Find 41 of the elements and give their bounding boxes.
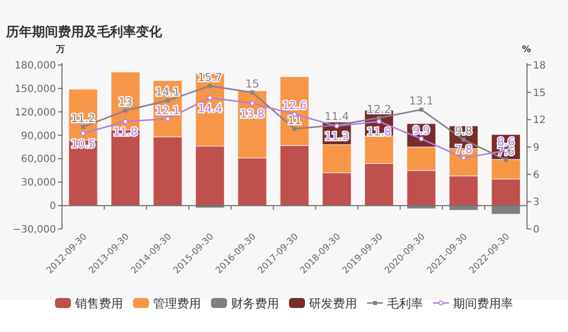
- data-label: 15: [245, 77, 260, 90]
- y2-tick-label: 15: [533, 88, 546, 99]
- y-tick-label: 150,000: [14, 84, 56, 95]
- y-tick-label: 60,000: [21, 154, 56, 166]
- legend-label: 毛利率: [387, 296, 423, 310]
- legend-label: 研发费用: [309, 296, 357, 310]
- y2-tick-label: 0: [533, 224, 540, 236]
- y-tick-label: 180,000: [14, 60, 56, 72]
- y-axis-title: 万: [55, 45, 65, 55]
- y2-tick-label: 12: [533, 115, 546, 126]
- data-label: 13.1: [409, 94, 434, 108]
- data-label: 11.8: [366, 125, 392, 138]
- chart-title: 历年期间费用及毛利率变化: [5, 24, 163, 40]
- y-tick-label: −30,000: [12, 224, 56, 236]
- y-tick-label: 0: [50, 201, 56, 212]
- y2-tick-label: 9: [533, 142, 540, 154]
- legend-label: 期间费用率: [453, 296, 513, 310]
- data-label: 9.8: [454, 124, 472, 138]
- data-label: 12.6: [282, 99, 307, 112]
- data-label: 11.4: [324, 110, 350, 124]
- data-label: 10.5: [70, 137, 96, 150]
- y-tick-label: 30,000: [21, 178, 56, 189]
- data-label: 9.9: [412, 124, 430, 137]
- data-label: 15.7: [198, 70, 222, 84]
- data-label: 11.2: [70, 112, 96, 125]
- data-label: 13: [118, 96, 132, 109]
- data-label: 13.8: [240, 107, 264, 120]
- data-label: 11: [288, 114, 302, 127]
- y-tick-label: 120,000: [14, 107, 56, 118]
- legend-label: 财务费用: [231, 296, 279, 310]
- data-label: 14.4: [198, 102, 222, 115]
- y2-tick-label: 6: [533, 170, 540, 181]
- legend-label: 管理费用: [153, 296, 201, 310]
- legend-label: 销售费用: [74, 296, 123, 310]
- y2-tick-label: 18: [533, 60, 546, 72]
- data-label: 12.1: [155, 104, 180, 117]
- y2-tick-label: 3: [533, 197, 540, 208]
- y2-axis-title: %: [522, 45, 532, 55]
- data-label: 11.3: [324, 130, 350, 144]
- data-label: 14.1: [155, 86, 180, 99]
- y-tick-label: 90,000: [21, 130, 56, 142]
